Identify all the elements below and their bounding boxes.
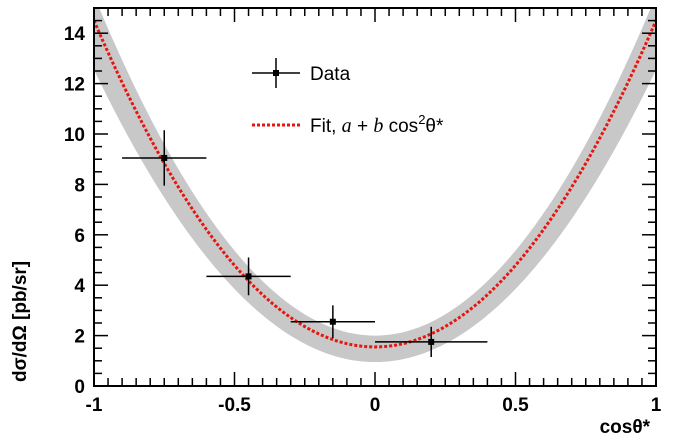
data-point-marker — [161, 154, 168, 161]
data-point-1 — [122, 130, 207, 186]
y-tick-label: 14 — [64, 24, 86, 45]
legend-fit-label: Fit, a + b cos2θ* — [310, 112, 444, 137]
data-point-4 — [375, 326, 488, 358]
legend-data-marker-point — [273, 70, 279, 76]
data-point-marker — [245, 273, 252, 280]
data-point-marker — [329, 318, 336, 325]
legend-data-label: Data — [310, 64, 351, 85]
data-point-3 — [290, 305, 375, 339]
y-tick-label: 4 — [74, 276, 85, 297]
x-tick-label: 1 — [651, 395, 662, 416]
uncertainty-band-layer — [94, 8, 656, 363]
y-tick-label: 10 — [64, 125, 85, 146]
x-tick-label: 0 — [370, 395, 381, 416]
fit-uncertainty-band — [94, 8, 656, 363]
y-tick-label: 8 — [74, 175, 85, 196]
data-point-marker — [428, 338, 435, 345]
x-axis-title: cosθ* — [600, 417, 651, 438]
x-tick-label: -0.5 — [218, 395, 251, 416]
y-axis-title: dσ/dΩ [pb/sr] — [10, 261, 31, 382]
fit-curve — [94, 20, 656, 349]
fit-curve-layer — [94, 20, 656, 349]
x-tick-label: -1 — [86, 395, 103, 416]
y-tick-label: 0 — [74, 377, 85, 398]
y-tick-label: 2 — [74, 327, 85, 348]
legend: Data Fit, a + b cos2θ* — [252, 58, 444, 137]
ticks-layer — [93, 7, 657, 387]
y-tick-label: 12 — [64, 75, 85, 96]
data-points-layer — [122, 130, 488, 358]
data-point-2 — [206, 257, 291, 296]
y-tick-label: 6 — [74, 226, 85, 247]
x-tick-label: 0.5 — [502, 395, 529, 416]
